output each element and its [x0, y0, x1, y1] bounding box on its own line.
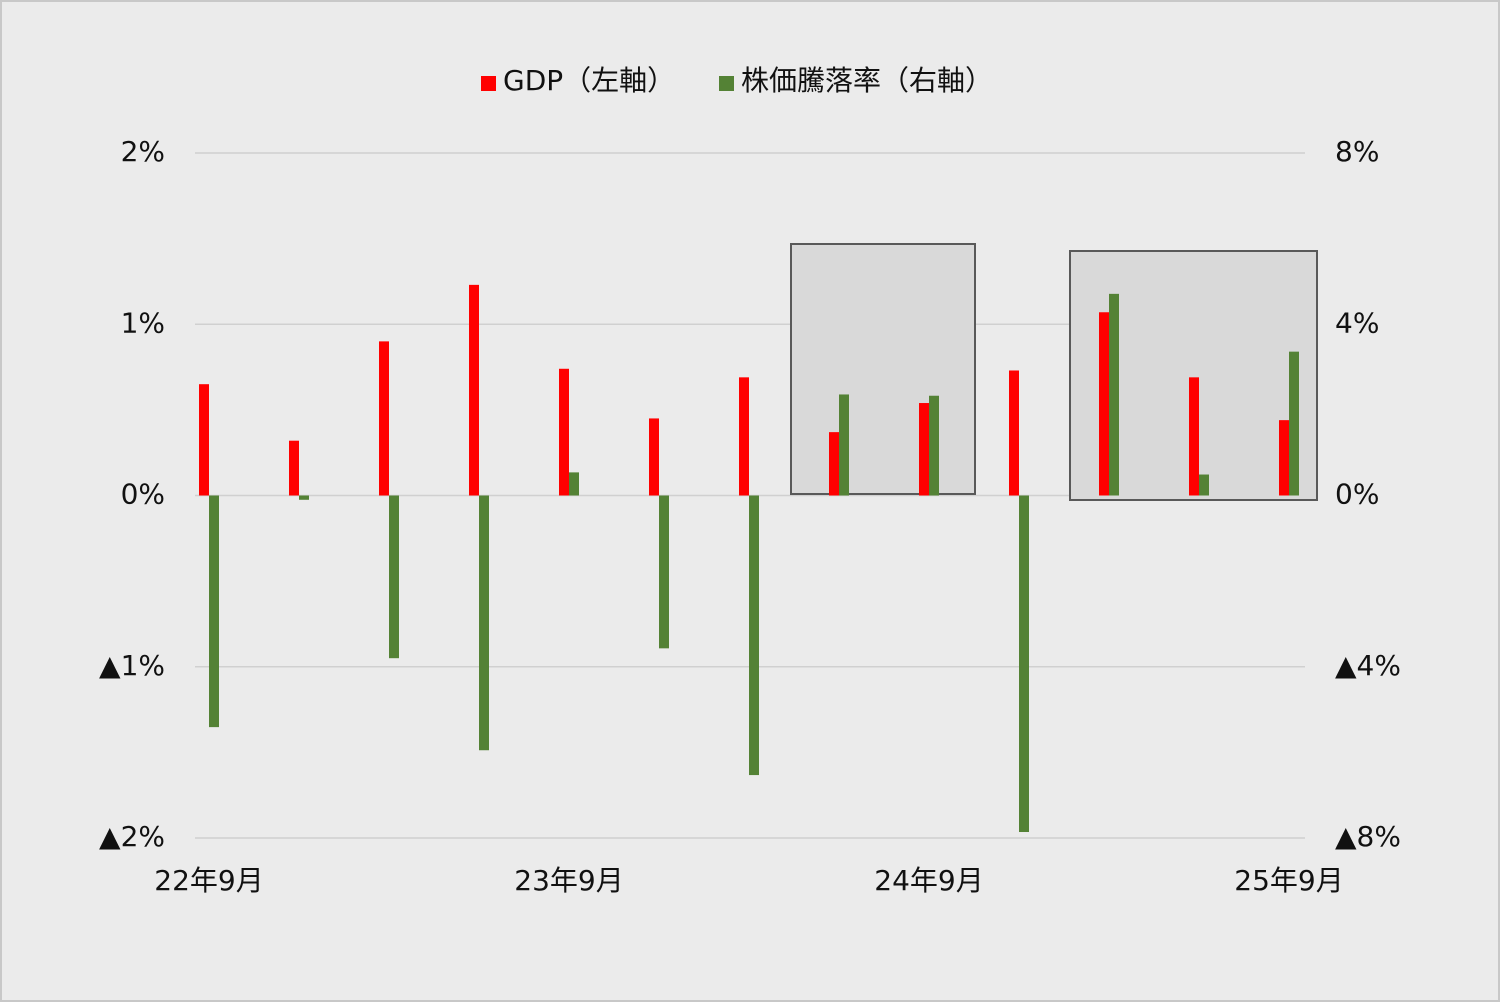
y-tick-label: 2%	[121, 135, 165, 168]
x-tick-label: 25年9月	[1234, 864, 1343, 897]
bar	[829, 432, 839, 496]
bar	[479, 495, 489, 751]
legend-swatch	[481, 76, 496, 91]
legend-swatch	[719, 76, 734, 91]
bar	[379, 341, 389, 496]
bar	[1109, 293, 1119, 496]
bar	[289, 440, 299, 496]
y-tick-label: 1%	[121, 306, 165, 339]
bar	[559, 368, 569, 496]
legend-label: GDP（左軸）	[503, 64, 675, 97]
bar	[469, 284, 479, 496]
y2-tick-label: 4%	[1335, 306, 1379, 339]
bar	[749, 495, 759, 776]
bar	[919, 403, 929, 496]
y-tick-label: 0%	[121, 478, 165, 511]
y2-tick-label: ▲8%	[1335, 820, 1401, 853]
bar	[739, 377, 749, 496]
y-tick-label: ▲2%	[99, 820, 165, 853]
legend-label: 株価騰落率（右軸）	[741, 64, 993, 97]
bar	[569, 472, 579, 496]
bar	[1009, 370, 1019, 496]
x-tick-label: 23年9月	[514, 864, 623, 897]
bar	[1019, 495, 1029, 833]
bar	[929, 395, 939, 496]
bar	[839, 394, 849, 496]
bar	[1289, 351, 1299, 496]
y2-tick-label: 8%	[1335, 135, 1379, 168]
bar	[649, 418, 659, 496]
bar	[209, 495, 219, 728]
highlight-box	[790, 243, 976, 495]
bar	[1279, 420, 1289, 496]
bar	[389, 495, 399, 659]
y-tick-label: ▲1%	[99, 649, 165, 682]
y2-tick-label: ▲4%	[1335, 649, 1401, 682]
y2-tick-label: 0%	[1335, 478, 1379, 511]
x-tick-label: 22年9月	[154, 864, 263, 897]
bar	[659, 495, 669, 649]
bar	[1189, 377, 1199, 496]
bar	[199, 384, 209, 496]
bar	[299, 495, 309, 500]
bar	[1199, 474, 1209, 496]
x-tick-label: 24年9月	[874, 864, 983, 897]
bar	[1099, 312, 1109, 496]
